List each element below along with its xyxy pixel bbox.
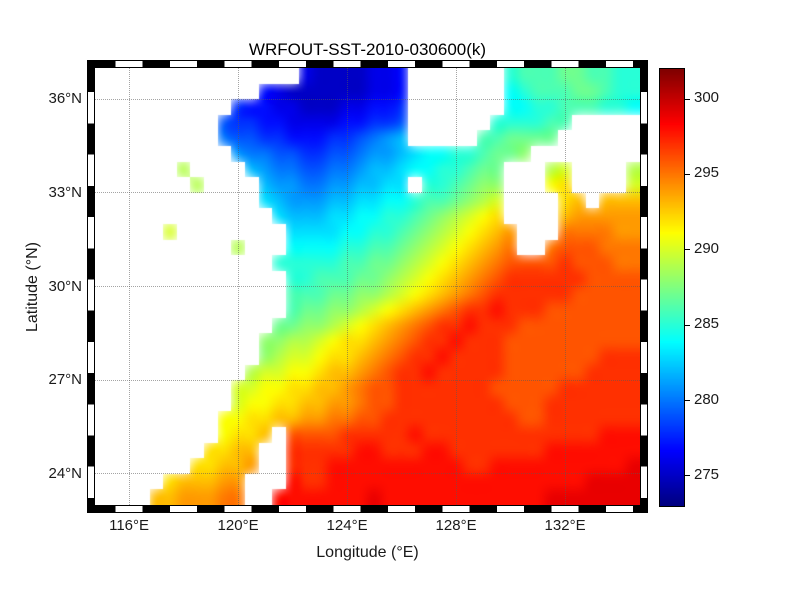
x-axis-label: Longitude (°E) bbox=[316, 544, 419, 561]
colorbar-tick-label: 300 bbox=[694, 89, 720, 107]
colorbar-tick-mark bbox=[685, 475, 690, 477]
x-tick-label: 116°E bbox=[109, 517, 150, 534]
sst-heatmap bbox=[95, 68, 640, 505]
y-tick-label: 33°N bbox=[48, 183, 82, 201]
colorbar-tick-label: 285 bbox=[694, 315, 720, 333]
colorbar-tick-mark bbox=[685, 98, 690, 100]
x-tick-label: 124°E bbox=[326, 517, 368, 534]
colorbar-tick-mark bbox=[685, 249, 690, 251]
map-frame-top bbox=[87, 60, 648, 68]
colorbar-tick-label: 280 bbox=[694, 390, 720, 408]
y-tick-label: 27°N bbox=[48, 371, 82, 389]
colorbar-tick-label: 290 bbox=[694, 239, 720, 257]
chart-title: WRFOUT-SST-2010-030600(k) bbox=[248, 40, 487, 59]
x-tick-label: 128°E bbox=[435, 517, 477, 534]
y-tick-label: 36°N bbox=[48, 90, 82, 108]
map-frame-bottom bbox=[87, 505, 648, 513]
map-frame-left bbox=[87, 60, 95, 513]
colorbar bbox=[659, 68, 690, 507]
colorbar-tick-label: 295 bbox=[694, 164, 720, 182]
plot-area bbox=[95, 68, 640, 505]
colorbar-tick-mark bbox=[685, 400, 690, 402]
x-tick-label: 120°E bbox=[217, 517, 259, 534]
y-tick-label: 30°N bbox=[48, 277, 82, 295]
y-tick-label: 24°N bbox=[48, 464, 82, 482]
colorbar-tick-mark bbox=[685, 173, 690, 175]
map-frame-right bbox=[640, 60, 648, 513]
x-tick-label: 132°E bbox=[544, 517, 586, 534]
colorbar-tick-mark bbox=[685, 324, 690, 326]
colorbar-canvas bbox=[660, 69, 684, 506]
colorbar-tick-label: 275 bbox=[694, 465, 720, 483]
y-axis-label: Latitude (°N) bbox=[24, 242, 41, 332]
